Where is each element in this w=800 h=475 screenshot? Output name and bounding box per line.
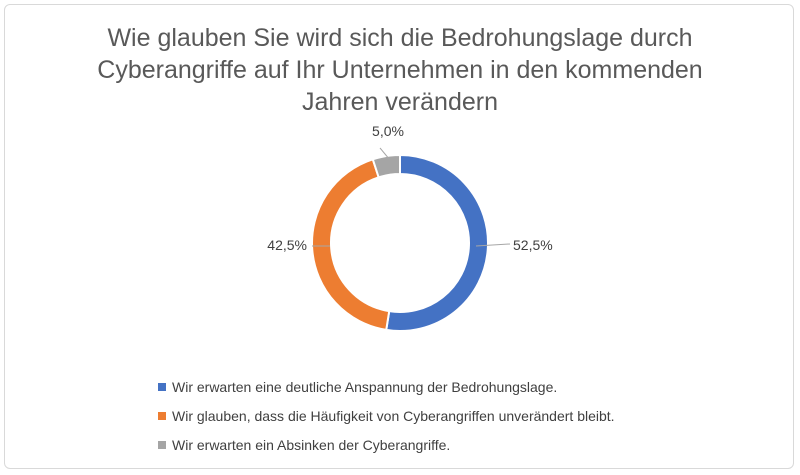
legend-swatch xyxy=(158,440,166,449)
legend-swatch xyxy=(158,382,166,391)
leader-line xyxy=(379,147,391,161)
data-label: 52,5% xyxy=(513,237,553,253)
legend-label: Wir glauben, dass die Häufigkeit von Cyb… xyxy=(172,407,615,424)
leader-line xyxy=(475,243,511,247)
legend-swatch xyxy=(158,411,166,420)
chart-title: Wie glauben Sie wird sich die Bedrohungs… xyxy=(0,22,800,118)
legend-label: Wir erwarten eine deutliche Anspannung d… xyxy=(172,378,558,395)
title-line-1: Wie glauben Sie wird sich die Bedrohungs… xyxy=(107,24,693,52)
data-label: 5,0% xyxy=(372,123,404,139)
legend-item-unchanged: Wir glauben, dass die Häufigkeit von Cyb… xyxy=(158,401,615,430)
chart-frame xyxy=(4,4,794,469)
donut-slice xyxy=(371,153,401,179)
title-line-2: Cyberangriffe auf Ihr Unternehmen in den… xyxy=(97,56,703,84)
donut-slice xyxy=(311,158,391,332)
legend-label: Wir erwarten ein Absinken der Cyberangri… xyxy=(172,436,451,453)
data-label: 42,5% xyxy=(267,237,307,253)
legend: Wir erwarten eine deutliche Anspannung d… xyxy=(158,372,615,459)
title-line-3: Jahren verändern xyxy=(302,88,498,116)
legend-item-increase: Wir erwarten eine deutliche Anspannung d… xyxy=(158,372,615,401)
legend-item-decrease: Wir erwarten ein Absinken der Cyberangri… xyxy=(158,430,615,459)
donut-slice xyxy=(385,153,489,332)
